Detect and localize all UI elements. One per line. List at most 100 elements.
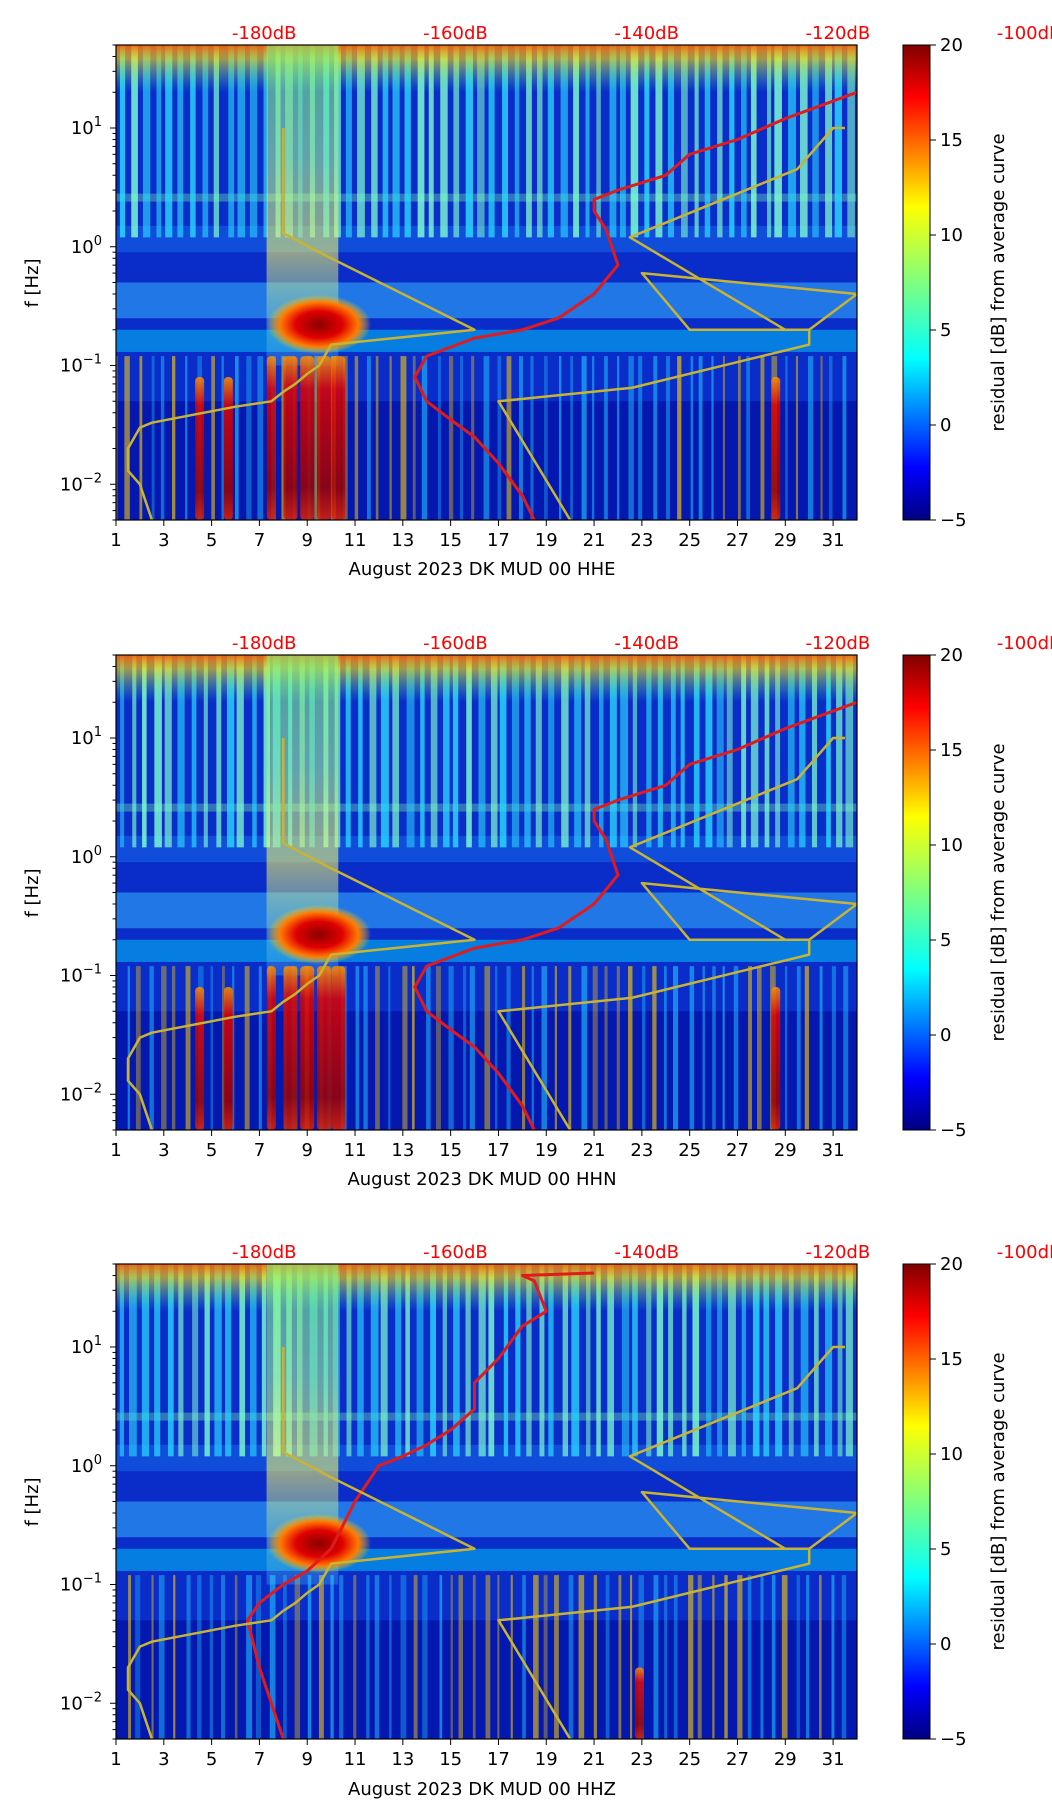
x-tick-label: 7 <box>254 530 265 551</box>
colorbar-tick-label: 5 <box>940 320 951 341</box>
x-tick-label: 17 <box>487 1749 510 1770</box>
x-tick-label: 7 <box>254 1140 265 1161</box>
x-tick-label: 19 <box>535 530 558 551</box>
x-tick-label: 3 <box>158 1140 169 1161</box>
model-curve <box>497 1345 857 1739</box>
y-tick-label: 100 <box>71 1453 102 1477</box>
db-scale-label: -100dB <box>997 1242 1052 1263</box>
model-curve <box>126 128 476 520</box>
colorbar-tick-label: 10 <box>940 225 963 246</box>
spectrogram-image <box>116 45 857 520</box>
y-tick-label: 100 <box>71 844 102 868</box>
db-scale-label: -100dB <box>997 633 1052 654</box>
spectrogram-image <box>116 655 857 1130</box>
colorbar-tick-label: −5 <box>940 510 967 531</box>
colorbar: −5 0 5 10 15 20 residual [dB] from average cur… <box>902 645 1009 1141</box>
spectrogram-image <box>116 1264 857 1739</box>
x-tick-label: 27 <box>726 1749 749 1770</box>
x-tick-label: 17 <box>487 1140 510 1161</box>
db-scale-label: -160dB <box>423 23 488 44</box>
x-tick-label: 23 <box>630 530 653 551</box>
x-tick-label: 11 <box>344 1749 367 1770</box>
x-tick-label: 13 <box>391 1749 414 1770</box>
db-scale-label: -120dB <box>806 1242 871 1263</box>
x-tick-label: 1 <box>110 1140 121 1161</box>
db-scale-label: -100dB <box>997 23 1052 44</box>
colorbar-tick-label: −5 <box>940 1120 967 1141</box>
colorbar-tick-label: 20 <box>940 1254 963 1275</box>
y-tick-label: 10−2 <box>60 471 102 495</box>
x-tick-label: 15 <box>439 530 462 551</box>
x-tick-label: 9 <box>301 1749 312 1770</box>
panel-hhn: 1 3 5 7 9 11 13 15 17 19 21 23 25 27 29 3110−210−110010… <box>22 633 1052 1190</box>
x-tick-label: 21 <box>583 1749 606 1770</box>
colorbar-tick-label: 5 <box>940 930 951 951</box>
y-tick-label: 101 <box>71 1334 102 1358</box>
x-tick-label: 31 <box>822 530 845 551</box>
x-tick-label: 1 <box>110 1749 121 1770</box>
db-scale-label: -140dB <box>614 633 679 654</box>
red-curve <box>246 1271 595 1739</box>
x-tick-label: 13 <box>391 530 414 551</box>
x-tick-label: 11 <box>344 1140 367 1161</box>
colorbar-label: residual [dB] from average curve <box>988 133 1009 431</box>
x-tick-label: 29 <box>774 530 797 551</box>
y-tick-label: 10−1 <box>60 1572 102 1596</box>
x-tick-label: 13 <box>391 1140 414 1161</box>
colorbar: −5 0 5 10 15 20 residual [dB] from average cur… <box>902 35 1009 531</box>
x-axis-label: August 2023 DK MUD 00 HHZ <box>348 1779 616 1800</box>
colorbar-label: residual [dB] from average curve <box>988 743 1009 1041</box>
x-tick-label: 25 <box>678 1749 701 1770</box>
x-tick-label: 7 <box>254 1749 265 1770</box>
y-tick-label: 101 <box>71 725 102 749</box>
colorbar-label: residual [dB] from average curve <box>988 1352 1009 1650</box>
model-curve <box>126 1347 476 1739</box>
x-tick-label: 29 <box>774 1140 797 1161</box>
y-tick-label: 10−1 <box>60 353 102 377</box>
x-tick-label: 31 <box>822 1140 845 1161</box>
db-scale-label: -120dB <box>806 23 871 44</box>
x-tick-label: 3 <box>158 1749 169 1770</box>
colorbar-tick-label: 10 <box>940 1444 963 1465</box>
x-tick-label: 23 <box>630 1140 653 1161</box>
x-tick-label: 25 <box>678 530 701 551</box>
colorbar-tick-label: 20 <box>940 35 963 56</box>
colorbar-gradient <box>902 1263 931 1740</box>
x-tick-label: 11 <box>344 530 367 551</box>
y-tick-label: 10−2 <box>60 1081 102 1105</box>
x-tick-label: 5 <box>206 1749 217 1770</box>
x-tick-label: 21 <box>583 530 606 551</box>
y-axis-label: f [Hz] <box>22 258 43 307</box>
red-curve <box>413 700 857 1130</box>
db-scale-label: -140dB <box>614 23 679 44</box>
x-tick-label: 21 <box>583 1140 606 1161</box>
colorbar-tick-label: 15 <box>940 130 963 151</box>
db-scale-label: -120dB <box>806 633 871 654</box>
red-curve <box>413 90 857 520</box>
x-tick-label: 27 <box>726 530 749 551</box>
panel-hhz: 1 3 5 7 9 11 13 15 17 19 21 23 25 27 29 3110−210−110010… <box>22 1242 1052 1800</box>
y-axis-label: f [Hz] <box>22 1477 43 1526</box>
model-curve <box>497 736 857 1130</box>
colorbar-tick-label: −5 <box>940 1729 967 1750</box>
x-tick-label: 23 <box>630 1749 653 1770</box>
y-tick-label: 100 <box>71 234 102 258</box>
db-scale-label: -180dB <box>232 1242 297 1263</box>
x-tick-label: 19 <box>535 1749 558 1770</box>
model-curve <box>497 126 857 520</box>
x-tick-label: 1 <box>110 530 121 551</box>
spectrogram-area: 1 3 5 7 9 11 13 15 17 19 21 23 25 27 29 3110−210−110010… <box>60 1242 1052 1770</box>
x-tick-label: 27 <box>726 1140 749 1161</box>
x-tick-label: 9 <box>301 530 312 551</box>
x-tick-label: 15 <box>439 1140 462 1161</box>
colorbar: −5 0 5 10 15 20 residual [dB] from average cur… <box>902 1254 1009 1750</box>
y-axis-label: f [Hz] <box>22 868 43 917</box>
x-tick-label: 31 <box>822 1749 845 1770</box>
x-tick-label: 15 <box>439 1749 462 1770</box>
spectrogram-area: 1 3 5 7 9 11 13 15 17 19 21 23 25 27 29 3110−210−110010… <box>60 23 1052 551</box>
y-tick-label: 10−1 <box>60 963 102 987</box>
y-tick-label: 101 <box>71 115 102 139</box>
x-tick-label: 9 <box>301 1140 312 1161</box>
db-scale-label: -140dB <box>614 1242 679 1263</box>
